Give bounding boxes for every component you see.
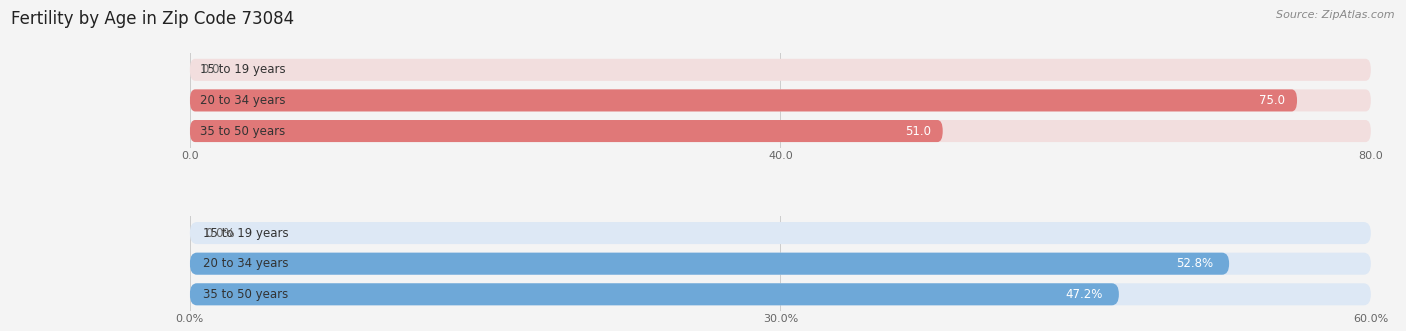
Text: 52.8%: 52.8% bbox=[1177, 257, 1213, 270]
FancyBboxPatch shape bbox=[190, 283, 1119, 305]
FancyBboxPatch shape bbox=[190, 120, 1371, 142]
FancyBboxPatch shape bbox=[190, 89, 1371, 112]
Text: 0.0: 0.0 bbox=[201, 63, 221, 76]
Text: 75.0: 75.0 bbox=[1260, 94, 1285, 107]
FancyBboxPatch shape bbox=[190, 89, 1296, 112]
Text: 35 to 50 years: 35 to 50 years bbox=[202, 288, 288, 301]
FancyBboxPatch shape bbox=[190, 253, 1229, 275]
Text: 0.0%: 0.0% bbox=[205, 226, 235, 240]
FancyBboxPatch shape bbox=[190, 59, 1371, 81]
FancyBboxPatch shape bbox=[190, 222, 1371, 244]
FancyBboxPatch shape bbox=[190, 120, 942, 142]
Text: 51.0: 51.0 bbox=[905, 124, 931, 138]
Text: Fertility by Age in Zip Code 73084: Fertility by Age in Zip Code 73084 bbox=[11, 10, 294, 28]
Text: 20 to 34 years: 20 to 34 years bbox=[202, 257, 288, 270]
Text: 15 to 19 years: 15 to 19 years bbox=[202, 226, 288, 240]
FancyBboxPatch shape bbox=[190, 253, 1371, 275]
Text: 47.2%: 47.2% bbox=[1066, 288, 1104, 301]
Text: Source: ZipAtlas.com: Source: ZipAtlas.com bbox=[1277, 10, 1395, 20]
FancyBboxPatch shape bbox=[190, 283, 1371, 305]
Text: 35 to 50 years: 35 to 50 years bbox=[200, 124, 285, 138]
Text: 20 to 34 years: 20 to 34 years bbox=[200, 94, 285, 107]
Text: 15 to 19 years: 15 to 19 years bbox=[200, 63, 285, 76]
